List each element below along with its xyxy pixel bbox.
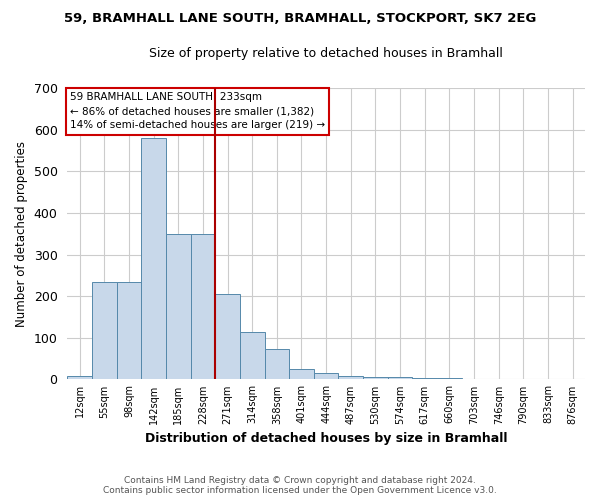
Bar [116,282,141,380]
Title: Size of property relative to detached houses in Bramhall: Size of property relative to detached ho… [149,48,503,60]
Bar [388,378,412,380]
Text: Contains HM Land Registry data © Crown copyright and database right 2024.
Contai: Contains HM Land Registry data © Crown c… [103,476,497,495]
Text: 59 BRAMHALL LANE SOUTH: 233sqm
← 86% of detached houses are smaller (1,382)
14% : 59 BRAMHALL LANE SOUTH: 233sqm ← 86% of … [70,92,325,130]
Bar [67,376,92,380]
Bar [289,369,314,380]
Bar [462,378,487,380]
Bar [412,378,437,380]
Bar [92,282,116,380]
Bar [314,373,338,380]
Bar [265,350,289,380]
Bar [191,234,215,380]
X-axis label: Distribution of detached houses by size in Bramhall: Distribution of detached houses by size … [145,432,508,445]
Y-axis label: Number of detached properties: Number of detached properties [15,140,28,326]
Bar [215,294,240,380]
Bar [363,378,388,380]
Bar [338,376,363,380]
Bar [141,138,166,380]
Text: 59, BRAMHALL LANE SOUTH, BRAMHALL, STOCKPORT, SK7 2EG: 59, BRAMHALL LANE SOUTH, BRAMHALL, STOCK… [64,12,536,26]
Bar [240,332,265,380]
Bar [437,378,462,380]
Bar [166,234,191,380]
